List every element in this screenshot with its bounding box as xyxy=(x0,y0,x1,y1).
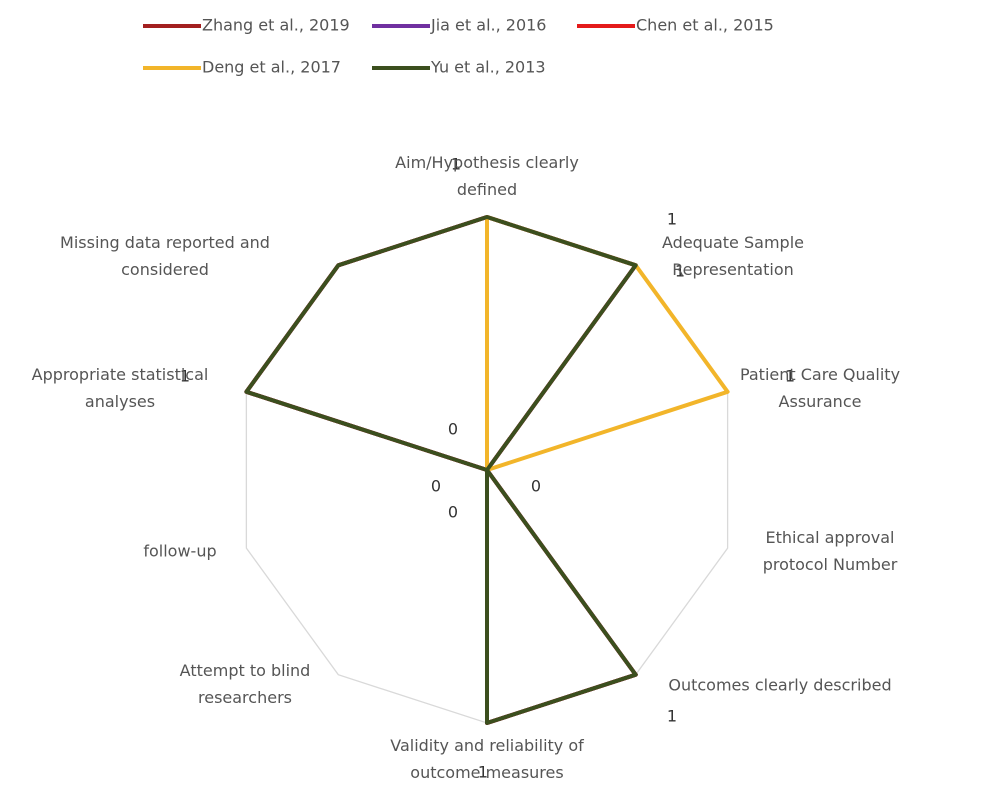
category-label: Appropriate statistical analyses xyxy=(31,365,209,411)
category-label: Missing data reported and considered xyxy=(60,233,270,279)
r-tick-label: 1 xyxy=(180,367,190,386)
series-line xyxy=(244,215,638,725)
category-label: Validity and reliability of outcome meas… xyxy=(390,736,584,782)
r-tick-label: 1 xyxy=(675,262,685,281)
category-label: Adequate Sample Representation xyxy=(662,233,804,279)
category-label: follow-up xyxy=(143,541,217,561)
r-tick-label: 1 xyxy=(667,210,677,229)
legend-label: Zhang et al., 2019 xyxy=(202,16,350,35)
r-tick-label: 0 xyxy=(431,477,441,496)
category-label: Attempt to blind researchers xyxy=(179,661,311,707)
legend-label: Deng et al., 2017 xyxy=(202,58,341,77)
r-tick-label: 0 xyxy=(531,477,541,496)
r-tick-label: 1 xyxy=(451,155,461,174)
category-label: Patient Care Quality Assurance xyxy=(739,365,901,411)
r-tick-label: 1 xyxy=(667,707,677,726)
category-label: Ethical approval protocol Number xyxy=(762,528,898,574)
legend-label: Chen et al., 2015 xyxy=(636,16,774,35)
legend-label: Jia et al., 2016 xyxy=(430,16,546,35)
r-tick-label: 1 xyxy=(478,763,488,782)
r-tick-label: 1 xyxy=(785,367,795,386)
r-tick-label: 0 xyxy=(448,503,458,522)
r-tick-label: 0 xyxy=(448,420,458,439)
legend-label: Yu et al., 2013 xyxy=(430,58,546,77)
category-label: Outcomes clearly described xyxy=(668,675,892,695)
series-line xyxy=(244,215,638,725)
category-label: Aim/Hypothesis clearly defined xyxy=(395,153,579,199)
series-line xyxy=(244,215,638,725)
series-line xyxy=(244,215,638,725)
